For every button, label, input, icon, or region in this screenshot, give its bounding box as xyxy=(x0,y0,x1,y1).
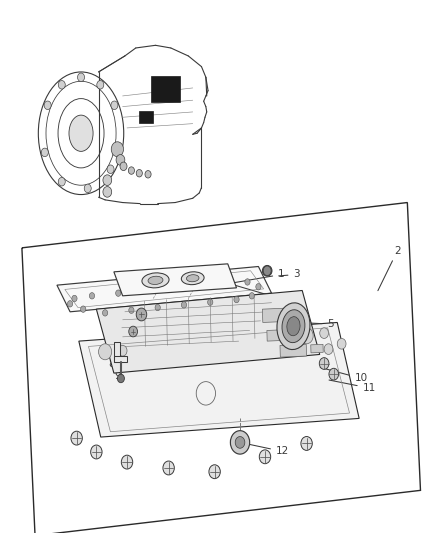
Polygon shape xyxy=(57,266,272,312)
Circle shape xyxy=(300,328,313,344)
Circle shape xyxy=(111,101,118,110)
Circle shape xyxy=(111,142,124,157)
Circle shape xyxy=(208,299,213,305)
Circle shape xyxy=(71,431,82,445)
Circle shape xyxy=(103,187,112,197)
Text: 1: 1 xyxy=(213,270,285,286)
Circle shape xyxy=(155,304,160,311)
Circle shape xyxy=(58,80,65,89)
Circle shape xyxy=(129,307,134,313)
Circle shape xyxy=(121,455,133,469)
Text: 5: 5 xyxy=(300,319,334,329)
Circle shape xyxy=(136,169,142,177)
Ellipse shape xyxy=(187,274,199,282)
Circle shape xyxy=(168,285,173,291)
Text: 6: 6 xyxy=(140,317,162,333)
Text: 9: 9 xyxy=(115,365,124,381)
Circle shape xyxy=(235,437,245,448)
Text: 11: 11 xyxy=(329,380,376,393)
Circle shape xyxy=(41,148,48,157)
Polygon shape xyxy=(114,264,237,296)
Bar xyxy=(114,356,127,362)
Polygon shape xyxy=(96,290,320,373)
Circle shape xyxy=(234,296,239,303)
Text: 3: 3 xyxy=(279,270,300,279)
Circle shape xyxy=(320,328,328,338)
Circle shape xyxy=(118,345,127,356)
Text: 2: 2 xyxy=(378,246,401,290)
Circle shape xyxy=(259,450,271,464)
Ellipse shape xyxy=(262,265,272,276)
Circle shape xyxy=(263,266,271,276)
Bar xyxy=(262,308,287,322)
Circle shape xyxy=(245,279,250,285)
Circle shape xyxy=(99,344,112,360)
Circle shape xyxy=(107,165,114,173)
Circle shape xyxy=(249,293,254,299)
Circle shape xyxy=(129,326,138,337)
Circle shape xyxy=(103,175,112,185)
Circle shape xyxy=(221,280,226,287)
Ellipse shape xyxy=(148,276,163,285)
Bar xyxy=(280,344,307,357)
Circle shape xyxy=(78,73,85,82)
Circle shape xyxy=(102,310,108,316)
Circle shape xyxy=(120,162,127,171)
Text: 4: 4 xyxy=(228,283,298,308)
Circle shape xyxy=(81,306,86,312)
Ellipse shape xyxy=(287,317,300,336)
Circle shape xyxy=(301,437,312,450)
Circle shape xyxy=(181,302,187,308)
Text: 7: 7 xyxy=(133,333,155,349)
Circle shape xyxy=(84,184,91,192)
Circle shape xyxy=(163,461,174,475)
Ellipse shape xyxy=(69,115,93,151)
Circle shape xyxy=(58,177,65,186)
Circle shape xyxy=(91,445,102,459)
Circle shape xyxy=(72,295,77,302)
Circle shape xyxy=(209,465,220,479)
Circle shape xyxy=(116,155,125,165)
Bar xyxy=(114,342,120,362)
Circle shape xyxy=(67,301,73,307)
Ellipse shape xyxy=(142,273,169,288)
Circle shape xyxy=(136,308,147,321)
Circle shape xyxy=(194,282,200,289)
Circle shape xyxy=(44,101,51,110)
Circle shape xyxy=(324,344,333,354)
Ellipse shape xyxy=(277,303,310,350)
Polygon shape xyxy=(79,322,359,437)
Circle shape xyxy=(256,284,261,290)
Ellipse shape xyxy=(181,272,204,285)
Text: 10: 10 xyxy=(320,367,368,383)
Ellipse shape xyxy=(282,310,305,343)
Circle shape xyxy=(319,358,329,369)
Circle shape xyxy=(116,290,121,296)
Circle shape xyxy=(128,167,134,174)
Circle shape xyxy=(145,171,151,178)
Bar xyxy=(267,329,287,341)
Circle shape xyxy=(89,293,95,299)
Text: 8: 8 xyxy=(108,354,119,369)
Circle shape xyxy=(230,431,250,454)
Bar xyxy=(139,111,153,123)
Circle shape xyxy=(337,338,346,349)
Text: 12: 12 xyxy=(243,443,289,456)
Circle shape xyxy=(117,374,124,383)
Bar xyxy=(311,344,323,353)
Circle shape xyxy=(142,287,147,294)
Circle shape xyxy=(97,80,104,89)
Bar xyxy=(151,76,180,102)
Circle shape xyxy=(329,368,339,380)
